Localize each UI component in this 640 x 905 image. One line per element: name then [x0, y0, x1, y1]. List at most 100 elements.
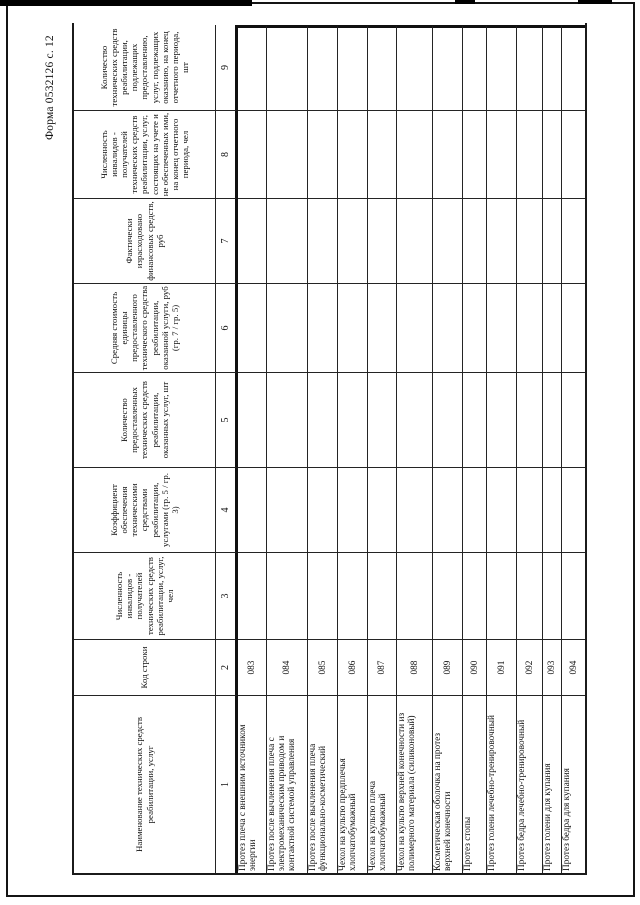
data-cell-col6	[463, 283, 487, 372]
header-cell-col4: Коэффициент обеспечения техническими сре…	[74, 467, 216, 552]
data-cell-col3	[433, 552, 463, 639]
form-number-label: Форма 0532126 с. 12	[44, 35, 56, 140]
row-code-cell: 091	[487, 639, 517, 695]
data-cell-col4	[238, 467, 267, 552]
data-cell-col4	[338, 467, 368, 552]
data-cell-col3	[338, 552, 368, 639]
data-cell-col3	[463, 552, 487, 639]
header-cell-col5: Количество предоставленных технических с…	[74, 372, 216, 467]
row-code-cell: 083	[238, 639, 267, 695]
data-cell-col3	[543, 552, 562, 639]
row-label-cell: Протез бедра для купания	[562, 695, 585, 873]
row-code-cell: 092	[517, 639, 543, 695]
data-cell-col4	[463, 467, 487, 552]
header-cell-col6: Средняя стоимость единицы предоставленно…	[74, 283, 216, 372]
data-cell-col9	[517, 25, 543, 110]
data-cell-col9	[338, 25, 368, 110]
row-code-cell: 089	[433, 639, 463, 695]
data-cell-col5	[543, 372, 562, 467]
data-cell-col8	[517, 110, 543, 198]
data-cell-col8	[308, 110, 338, 198]
data-cell-col7	[543, 198, 562, 283]
data-cell-col8	[238, 110, 267, 198]
data-cell-col5	[238, 372, 267, 467]
data-cell-col7	[463, 198, 487, 283]
data-cell-col5	[433, 372, 463, 467]
data-cell-col6	[267, 283, 308, 372]
data-cell-col3	[397, 552, 433, 639]
data-cell-col9	[238, 25, 267, 110]
data-cell-col3	[308, 552, 338, 639]
data-cell-col6	[562, 283, 585, 372]
data-cell-col8	[267, 110, 308, 198]
data-cell-col5	[338, 372, 368, 467]
data-cell-col5	[308, 372, 338, 467]
data-cell-col9	[397, 25, 433, 110]
row-label-cell: Протез после вычленения плеча функционал…	[308, 695, 338, 873]
row-label-cell: Протез голени лечебно-тренировочный	[487, 695, 517, 873]
data-cell-col7	[517, 198, 543, 283]
data-cell-col3	[368, 552, 397, 639]
header-cell-col8: Численность инвалидов - получателей техн…	[74, 110, 216, 198]
data-cell-col3	[517, 552, 543, 639]
data-cell-col6	[487, 283, 517, 372]
data-cell-col7	[267, 198, 308, 283]
row-code-cell: 090	[463, 639, 487, 695]
data-cell-col5	[267, 372, 308, 467]
data-cell-col5	[368, 372, 397, 467]
data-cell-col9	[562, 25, 585, 110]
row-label-cell: Протез после вычленения плеча с электром…	[267, 695, 308, 873]
data-cell-col7	[397, 198, 433, 283]
data-cell-col5	[562, 372, 585, 467]
data-cell-col6	[238, 283, 267, 372]
row-label-cell: Протез плеча с внешним источником энерги…	[238, 695, 267, 873]
data-cell-col3	[238, 552, 267, 639]
row-label-cell: Чехол на культю плеча хлопчатобумажный	[368, 695, 397, 873]
data-cell-col9	[368, 25, 397, 110]
data-cell-col8	[338, 110, 368, 198]
column-number-4: 4	[216, 467, 238, 552]
data-cell-col9	[433, 25, 463, 110]
column-number-7: 7	[216, 198, 238, 283]
row-code-cell: 086	[338, 639, 368, 695]
data-cell-col4	[487, 467, 517, 552]
data-cell-col3	[562, 552, 585, 639]
data-cell-col5	[487, 372, 517, 467]
data-cell-col5	[517, 372, 543, 467]
data-cell-col4	[517, 467, 543, 552]
data-cell-col6	[433, 283, 463, 372]
data-cell-col7	[433, 198, 463, 283]
data-cell-col6	[338, 283, 368, 372]
data-cell-col4	[308, 467, 338, 552]
data-cell-col7	[308, 198, 338, 283]
row-label-cell: Чехол на культю верхней конечности из по…	[397, 695, 433, 873]
data-cell-col4	[267, 467, 308, 552]
data-cell-col9	[463, 25, 487, 110]
data-cell-col6	[308, 283, 338, 372]
data-cell-col8	[487, 110, 517, 198]
row-code-cell: 085	[308, 639, 338, 695]
data-cell-col6	[543, 283, 562, 372]
data-cell-col8	[368, 110, 397, 198]
row-code-cell: 088	[397, 639, 433, 695]
column-number-5: 5	[216, 372, 238, 467]
row-label-cell: Косметическая оболочка на протез верхней…	[433, 695, 463, 873]
data-cell-col6	[397, 283, 433, 372]
column-number-9: 9	[216, 25, 238, 110]
header-cell-col9: Количество технических средств реабилита…	[74, 25, 216, 110]
data-cell-col7	[562, 198, 585, 283]
data-cell-col4	[543, 467, 562, 552]
data-cell-col3	[267, 552, 308, 639]
column-number-1: 1	[216, 695, 238, 873]
row-label-cell: Протез стопы	[463, 695, 487, 873]
data-cell-col7	[338, 198, 368, 283]
scan-artifact	[578, 0, 612, 4]
data-cell-col9	[308, 25, 338, 110]
row-code-cell: 084	[267, 639, 308, 695]
row-label-cell: Протез голени для купания	[543, 695, 562, 873]
data-cell-col5	[463, 372, 487, 467]
data-cell-col7	[487, 198, 517, 283]
data-cell-col6	[517, 283, 543, 372]
data-cell-col3	[487, 552, 517, 639]
